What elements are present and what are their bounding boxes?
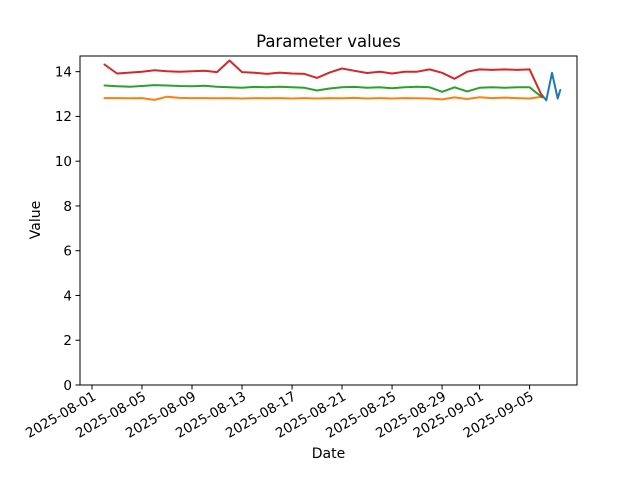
series-orange-line	[103, 95, 544, 101]
series-blue-line	[541, 71, 562, 102]
x-axis-label: Date	[311, 446, 346, 462]
chart-title: Parameter values	[256, 32, 401, 51]
plot-border	[79, 55, 578, 386]
y-tick-label: 6	[63, 244, 72, 260]
y-tick-label: 2	[63, 333, 72, 349]
series-green-line	[103, 84, 544, 99]
y-tick-label: 4	[63, 288, 72, 304]
y-tick-label: 8	[63, 199, 72, 215]
y-axis-label: Value	[28, 200, 44, 240]
series-red-line	[103, 59, 544, 98]
y-tick-label: 14	[55, 64, 72, 80]
y-tick-label: 10	[55, 154, 72, 170]
y-tick-label: 0	[63, 378, 72, 394]
y-tick-label: 12	[55, 109, 72, 125]
